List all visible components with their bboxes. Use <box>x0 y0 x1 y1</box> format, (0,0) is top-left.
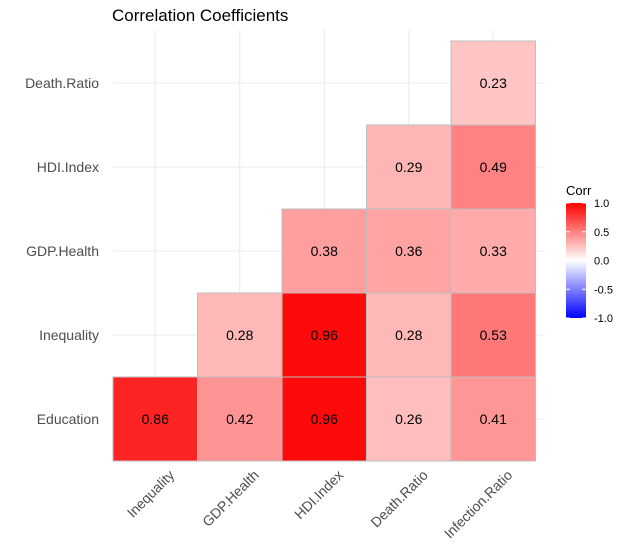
legend-title: Corr <box>566 183 592 198</box>
y-tick-label: GDP.Health <box>26 243 99 259</box>
cell-value-label: 0.29 <box>395 159 422 175</box>
y-tick-label: Education <box>37 411 99 427</box>
heatmap-cell <box>197 376 283 462</box>
legend-tick-label: 0.0 <box>594 256 609 268</box>
cell-value-label: 0.38 <box>311 243 338 259</box>
heatmap-cell <box>366 124 452 210</box>
cell-value-label: 0.41 <box>480 411 507 427</box>
cell-value-label: 0.28 <box>395 327 422 343</box>
heatmap-cell <box>366 376 452 462</box>
heatmap-cell <box>197 292 283 378</box>
heatmap-cell <box>366 208 452 294</box>
chart-title: Correlation Coefficients <box>112 6 288 25</box>
cell-value-label: 0.28 <box>226 327 253 343</box>
x-tick-label: HDI.Index <box>291 467 346 522</box>
cell-value-label: 0.33 <box>480 243 507 259</box>
cell-value-label: 0.96 <box>311 327 338 343</box>
legend-tick-label: 1.0 <box>594 198 609 210</box>
x-tick-label: Death.Ratio <box>367 467 431 531</box>
legend-tick-label: -1.0 <box>594 313 613 325</box>
heatmap-cells: 0.86 0.42 0.96 0.26 0.41 0.28 0.96 0.28 0.53 0.38… <box>112 40 536 462</box>
heatmap-cell <box>450 40 536 126</box>
cell-value-label: 0.26 <box>395 411 422 427</box>
heatmap-cell <box>281 208 367 294</box>
cell-value-label: 0.49 <box>480 159 507 175</box>
legend-tick-label: -0.5 <box>594 284 613 296</box>
cell-value-label: 0.42 <box>226 411 253 427</box>
cell-value-label: 0.23 <box>480 75 507 91</box>
heatmap-cell <box>366 292 452 378</box>
cell-value-label: 0.86 <box>142 411 169 427</box>
y-tick-label: Death.Ratio <box>25 75 99 91</box>
x-tick-label: GDP.Health <box>199 467 262 530</box>
heatmap-cell <box>450 208 536 294</box>
y-tick-label: Inequality <box>39 327 99 343</box>
y-tick-label: HDI.Index <box>37 159 99 175</box>
cell-value-label: 0.53 <box>480 327 507 343</box>
color-legend: Corr 1.0 0.5 0.0 -0.5 -1.0 <box>566 183 613 325</box>
x-tick-label: Inequality <box>124 467 178 521</box>
cell-value-label: 0.36 <box>395 243 422 259</box>
legend-colorbar <box>566 203 586 318</box>
legend-tick-label: 0.5 <box>594 227 609 239</box>
x-tick-label: Infection.Ratio <box>441 467 516 542</box>
heatmap-cell <box>450 292 536 378</box>
heatmap-cell <box>281 376 367 462</box>
cell-value-label: 0.96 <box>311 411 338 427</box>
